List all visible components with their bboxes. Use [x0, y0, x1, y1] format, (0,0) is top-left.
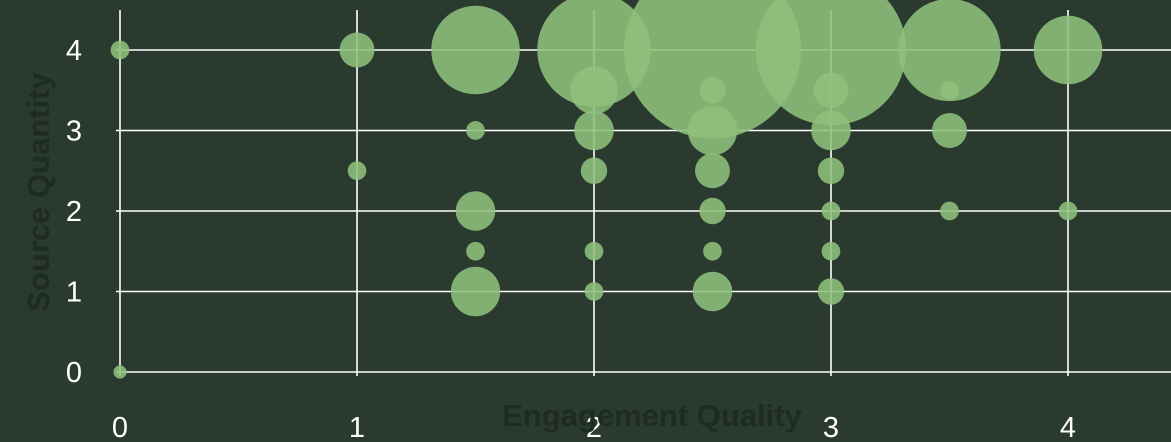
y-tick-label: 1	[66, 277, 82, 309]
bubble-point	[940, 201, 959, 221]
bubble-layer	[110, 0, 1103, 379]
bubble-point	[692, 271, 733, 312]
bubble-point	[466, 121, 485, 140]
bubble-point	[574, 110, 614, 151]
y-tick-label: 0	[66, 357, 82, 389]
bubble-point	[755, 0, 907, 126]
bubble-point	[431, 5, 520, 95]
x-tick-label: 3	[823, 412, 839, 442]
bubble-point	[940, 80, 959, 100]
bubble-point	[817, 278, 845, 305]
y-axis-title: Source Quantity	[21, 72, 56, 312]
bubble-point	[932, 113, 967, 148]
y-tick-label: 3	[66, 116, 82, 148]
bubble-point	[347, 161, 367, 181]
tick-labels: 0 1 2 3 4 0 1 2 3 4	[66, 35, 1076, 442]
bubble-point	[339, 32, 375, 68]
bubble-point	[817, 157, 845, 184]
x-tick-label: 0	[112, 412, 128, 442]
y-tick-label: 4	[66, 35, 82, 67]
bubble-point	[898, 0, 1001, 102]
bubble-point	[113, 365, 127, 379]
bubble-point	[580, 157, 608, 184]
bubble-point	[811, 110, 851, 151]
bubble-point	[687, 105, 738, 156]
bubble-point	[450, 266, 501, 317]
x-axis-title: Engagement Quality	[502, 398, 802, 433]
bubble-point	[695, 153, 730, 189]
bubble-point	[570, 66, 618, 115]
bubble-point	[110, 40, 130, 60]
bubble-point	[584, 241, 604, 261]
x-tick-label: 1	[349, 412, 365, 442]
bubble-point	[699, 197, 726, 225]
bubble-point	[623, 0, 802, 139]
bubble-point	[584, 282, 604, 301]
bubble-point	[537, 0, 651, 107]
bubble-point	[699, 77, 726, 104]
bubble-point	[821, 201, 841, 221]
bubble-point	[455, 191, 496, 231]
bubble-point	[1058, 201, 1078, 221]
y-tick-label: 2	[66, 196, 82, 228]
bubble-point	[813, 72, 849, 108]
bubble-point	[1033, 15, 1103, 85]
bubble-point	[466, 241, 485, 261]
x-tick-label: 2	[586, 412, 602, 442]
x-tick-label: 4	[1060, 412, 1076, 442]
bubble-point	[821, 241, 841, 261]
bubble-point	[703, 241, 722, 261]
